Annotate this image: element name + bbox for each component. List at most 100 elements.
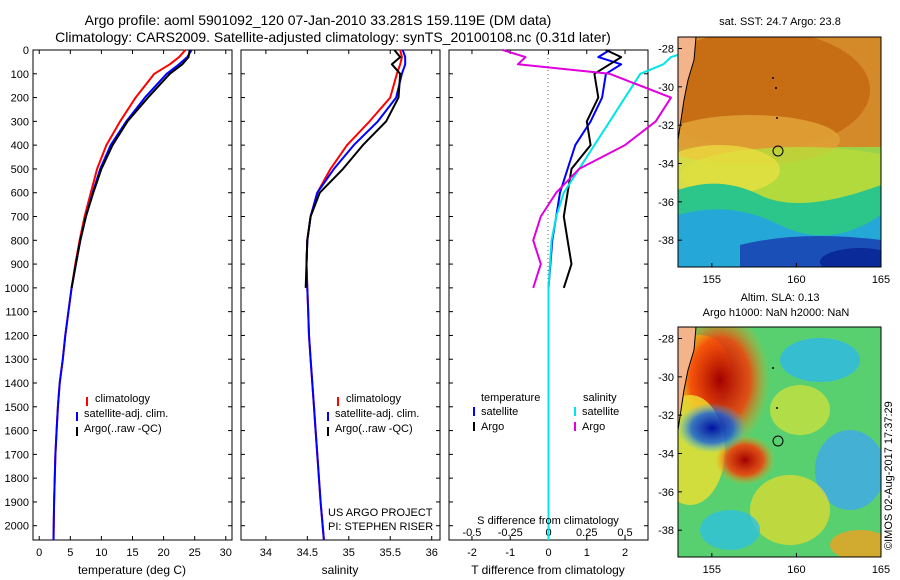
sst-map: sat. SST: 24.7 Argo: 23.8 155 160 165 -28 -3… bbox=[658, 16, 890, 287]
t-difference-axis-label: T difference from climatology bbox=[471, 563, 625, 577]
depth-tick-label: 900 bbox=[11, 259, 29, 271]
lon-tick-label: 155 bbox=[703, 564, 721, 576]
series-argo bbox=[502, 49, 672, 289]
difference-depth-ticks bbox=[449, 49, 648, 527]
x-tick-label: 34 bbox=[260, 547, 272, 559]
depth-tick-label: 1800 bbox=[5, 473, 29, 485]
t-difference-axis: -2 -1 0 1 2-0.5 -0.25 0 0.25 0.5 bbox=[462, 50, 633, 559]
temperature-series bbox=[52, 49, 193, 541]
argo-float-marker-sst bbox=[772, 145, 784, 157]
series-argo-raw-qc- bbox=[70, 49, 191, 289]
x-tick-label: 2 bbox=[622, 547, 628, 559]
depth-tick-label: 1500 bbox=[5, 402, 29, 414]
x-tick-label: -1 bbox=[505, 547, 515, 559]
salinity-panel: 34 34.5 35 35.5 36 salinity climatology sate… bbox=[240, 49, 441, 577]
salinity-legend: climatology satellite-adj. clim. Argo(..… bbox=[327, 393, 419, 436]
lon-tick-label: 160 bbox=[787, 274, 805, 286]
depth-axis: 0 100 200 300 400 500 600 700 800 900 1000 1100 1200… bbox=[5, 45, 232, 533]
depth-tick-label: 1100 bbox=[5, 307, 29, 319]
x-tick-label: 25 bbox=[189, 547, 201, 559]
difference-legend: temperature satellite Argo salinity sate… bbox=[473, 392, 619, 433]
series-argo-raw-qc- bbox=[304, 49, 402, 288]
x-tick-label: 10 bbox=[95, 547, 107, 559]
lat-tick-label: -32 bbox=[658, 120, 674, 132]
sla-map-subtitle: Argo h1000: NaN h2000: NaN bbox=[703, 307, 850, 319]
x-tick-label: 36 bbox=[426, 547, 438, 559]
series-argo bbox=[562, 49, 623, 289]
depth-tick-label: 500 bbox=[11, 164, 29, 176]
x-tick-label: 0 bbox=[36, 547, 42, 559]
salinity-axis: 34 34.5 35 35.5 36 bbox=[260, 50, 438, 559]
sst-map-axes: 155 160 165 -28 -30 -32 -34 -36 -38 bbox=[658, 44, 890, 287]
lat-tick-label: -34 bbox=[658, 449, 674, 461]
x-tick-label: 34.5 bbox=[297, 547, 318, 559]
lon-tick-label: 155 bbox=[703, 274, 721, 286]
s-difference-tick-label: 0.25 bbox=[576, 527, 597, 539]
x-tick-label: 5 bbox=[67, 547, 73, 559]
salinity-axis-label: salinity bbox=[322, 563, 359, 577]
figure-title-line2: Climatology: CARS2009. Satellite-adjuste… bbox=[55, 29, 611, 45]
depth-tick-label: 1400 bbox=[5, 378, 29, 390]
lat-tick-label: -30 bbox=[658, 372, 674, 384]
x-tick-label: 1 bbox=[584, 547, 590, 559]
sla-map: Altim. SLA: 0.13 Argo h1000: NaN h2000: … bbox=[658, 292, 890, 576]
x-tick-label: 0 bbox=[545, 547, 551, 559]
lat-tick-label: -38 bbox=[658, 525, 674, 537]
lat-tick-label: -36 bbox=[658, 487, 674, 499]
temperature-legend: climatology satellite-adj. clim. Argo(..… bbox=[76, 393, 168, 436]
depth-tick-label: 1900 bbox=[5, 497, 29, 509]
depth-tick-label: 1700 bbox=[5, 449, 29, 461]
x-tick-label: 35 bbox=[343, 547, 355, 559]
lat-tick-label: -28 bbox=[658, 334, 674, 346]
lon-tick-label: 160 bbox=[787, 564, 805, 576]
depth-tick-label: 2000 bbox=[5, 521, 29, 533]
s-difference-axis-label: S difference from climatology bbox=[477, 515, 619, 527]
legend-s-argo: Argo bbox=[582, 421, 605, 433]
x-tick-label: -2 bbox=[467, 547, 477, 559]
difference-panel: -2 -1 0 1 2-0.5 -0.25 0 0.25 0.5 T difference fr… bbox=[448, 49, 695, 577]
legend-salinity-title: salinity bbox=[583, 392, 617, 404]
series-satellite bbox=[547, 49, 695, 540]
figure-title-line1: Argo profile: aoml 5901092_120 07-Jan-20… bbox=[85, 12, 552, 28]
project-label: US ARGO PROJECT bbox=[328, 507, 433, 519]
depth-tick-label: 1200 bbox=[5, 330, 29, 342]
lat-tick-label: -30 bbox=[658, 82, 674, 94]
difference-series bbox=[502, 49, 695, 540]
depth-tick-label: 200 bbox=[11, 93, 29, 105]
lat-tick-label: -34 bbox=[658, 159, 674, 171]
legend-satellite-adj: satellite-adj. clim. bbox=[84, 408, 168, 420]
lat-tick-label: -36 bbox=[658, 197, 674, 209]
imos-timestamp: ©IMOS 02-Aug-2017 17:37:29 bbox=[883, 401, 895, 550]
s-difference-tick-label: 0.5 bbox=[617, 527, 632, 539]
lon-tick-label: 165 bbox=[872, 274, 890, 286]
depth-tick-label: 300 bbox=[11, 116, 29, 128]
legend-satellite-adj-s: satellite-adj. clim. bbox=[335, 408, 419, 420]
x-tick-label: 35.5 bbox=[380, 547, 401, 559]
salinity-series bbox=[304, 49, 407, 541]
s-difference-tick-label: -0.25 bbox=[498, 527, 523, 539]
lat-tick-label: -32 bbox=[658, 410, 674, 422]
salinity-depth-ticks bbox=[241, 49, 440, 527]
temperature-panel: 0100200300400500600700800900100011001200… bbox=[5, 45, 233, 577]
legend-argo: Argo(..raw -QC) bbox=[84, 423, 162, 435]
lon-tick-label: 165 bbox=[872, 564, 890, 576]
x-tick-label: 30 bbox=[220, 547, 232, 559]
temperature-axis-label: temperature (deg C) bbox=[78, 563, 186, 577]
pi-label: PI: STEPHEN RISER bbox=[328, 521, 433, 533]
depth-tick-label: 700 bbox=[11, 212, 29, 224]
depth-tick-label: 100 bbox=[11, 69, 29, 81]
sst-map-title: sat. SST: 24.7 Argo: 23.8 bbox=[719, 16, 841, 28]
temperature-axis: 0 5 10 15 20 25 30 bbox=[36, 50, 232, 559]
legend-temperature-title: temperature bbox=[481, 392, 540, 404]
legend-t-argo: Argo bbox=[481, 421, 504, 433]
legend-climatology: climatology bbox=[95, 393, 151, 405]
depth-tick-label: 600 bbox=[11, 188, 29, 200]
x-tick-label: 20 bbox=[157, 547, 169, 559]
depth-tick-label: 1300 bbox=[5, 354, 29, 366]
legend-t-satellite: satellite bbox=[481, 406, 518, 418]
x-tick-label: 15 bbox=[126, 547, 138, 559]
sst-field bbox=[678, 37, 881, 267]
depth-tick-label: 800 bbox=[11, 235, 29, 247]
s-difference-tick-label: -0.5 bbox=[462, 527, 481, 539]
